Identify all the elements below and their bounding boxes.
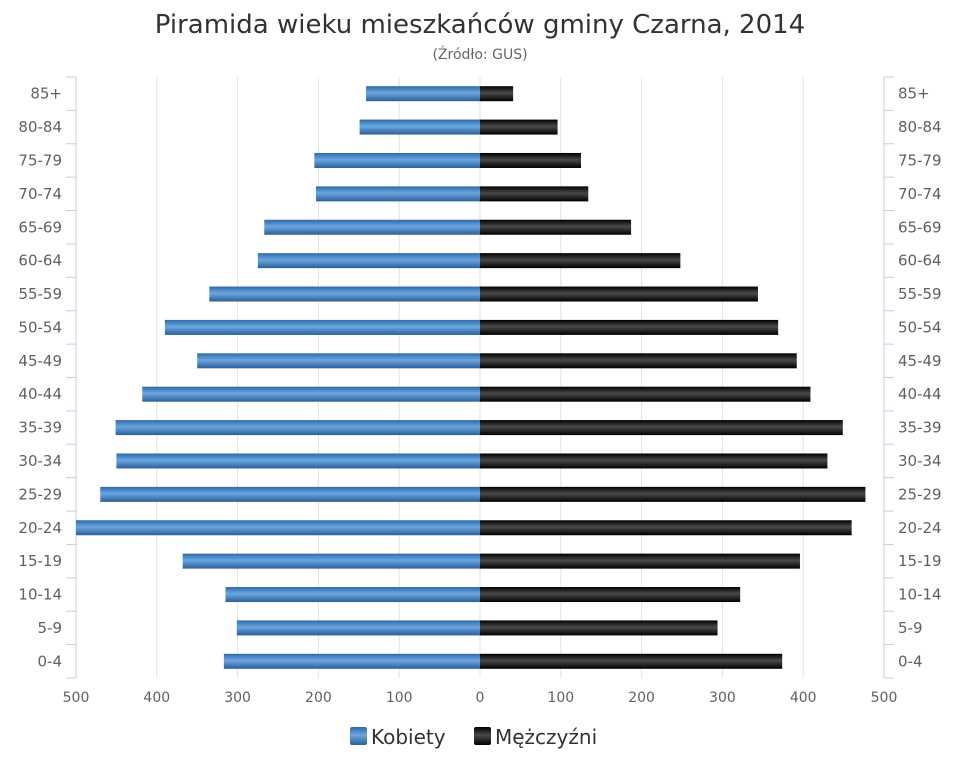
chart-subtitle: (Źródło: GUS): [432, 45, 527, 63]
category-label-right: 35-39: [898, 419, 942, 437]
category-label-left: 20-24: [18, 519, 62, 537]
bar-kobiety: [315, 186, 480, 202]
category-label-left: 5-9: [38, 619, 63, 637]
bar-kobiety: [100, 486, 481, 502]
x-tick-label: 200: [305, 690, 332, 706]
bar-kobiety: [264, 219, 480, 235]
x-tick-label: 400: [143, 690, 170, 706]
x-tick-label: 300: [224, 690, 251, 706]
legend-swatch-kobiety: [350, 727, 367, 745]
bar-mezczyzni: [480, 152, 581, 168]
bar-mezczyzni: [480, 119, 558, 135]
bar-mezczyzni: [480, 420, 843, 436]
category-label-right: 60-64: [898, 252, 942, 270]
category-label-right: 50-54: [898, 318, 942, 336]
x-tick-label: 0: [476, 690, 485, 706]
category-label-left: 35-39: [18, 419, 62, 437]
legend[interactable]: Kobiety Mężczyźni: [350, 725, 597, 749]
category-label-left: 55-59: [18, 285, 62, 303]
axes: [66, 76, 894, 679]
category-label-right: 10-14: [898, 586, 942, 604]
category-label-left: 85+: [30, 85, 62, 103]
category-label-right: 5-9: [898, 619, 923, 637]
bar-mezczyzni: [480, 253, 681, 269]
x-tick-label: 200: [628, 690, 655, 706]
category-label-left: 15-19: [18, 552, 62, 570]
category-label-left: 10-14: [18, 586, 62, 604]
x-tick-label: 100: [547, 690, 574, 706]
category-label-left: 25-29: [18, 485, 62, 503]
category-label-left: 30-34: [18, 452, 62, 470]
category-label-left: 50-54: [18, 318, 62, 336]
bar-mezczyzni: [480, 486, 866, 502]
bar-kobiety: [314, 152, 480, 168]
bar-kobiety: [225, 587, 480, 603]
category-label-right: 85+: [898, 85, 930, 103]
category-label-right: 55-59: [898, 285, 942, 303]
bar-mezczyzni: [480, 219, 632, 235]
category-labels: 85+ 85+ 80-84 80-84 75-79 75-79 70-74 70-74 65-6…: [18, 85, 941, 671]
x-tick-label: 400: [790, 690, 817, 706]
bar-mezczyzni: [480, 286, 758, 302]
bar-mezczyzni: [480, 186, 589, 202]
bar-kobiety: [209, 286, 480, 302]
bar-kobiety: [116, 453, 481, 469]
bar-mezczyzni: [480, 587, 741, 603]
category-label-left: 0-4: [38, 652, 63, 670]
bar-mezczyzni: [480, 386, 811, 402]
bar-mezczyzni: [480, 620, 718, 636]
chart-title: Piramida wieku mieszkańców gminy Czarna,…: [155, 10, 805, 40]
category-label-right: 20-24: [898, 519, 942, 537]
legend-item-mezczyzni[interactable]: Mężczyźni: [474, 725, 597, 749]
category-label-right: 15-19: [898, 552, 942, 570]
x-tick-label: 500: [63, 690, 90, 706]
bar-kobiety: [115, 420, 480, 436]
bar-mezczyzni: [480, 86, 514, 102]
category-label-right: 45-49: [898, 352, 942, 370]
category-label-left: 75-79: [18, 151, 62, 169]
x-tick-label: 100: [386, 690, 413, 706]
bar-kobiety: [236, 620, 480, 636]
bar-mezczyzni: [480, 453, 828, 469]
category-label-left: 45-49: [18, 352, 62, 370]
bar-mezczyzni: [480, 353, 797, 369]
bar-kobiety: [164, 319, 480, 335]
category-label-right: 30-34: [898, 452, 942, 470]
bar-kobiety: [257, 253, 480, 269]
bar-kobiety: [182, 553, 480, 569]
category-label-left: 65-69: [18, 218, 62, 236]
bar-kobiety: [366, 86, 480, 102]
category-label-left: 40-44: [18, 385, 62, 403]
legend-item-kobiety[interactable]: Kobiety: [350, 725, 446, 749]
bar-kobiety: [197, 353, 480, 369]
category-label-right: 75-79: [898, 151, 942, 169]
category-label-left: 80-84: [18, 118, 62, 136]
category-label-left: 70-74: [18, 185, 62, 203]
legend-label-kobiety: Kobiety: [371, 725, 446, 749]
bar-mezczyzni: [480, 553, 800, 569]
category-label-right: 40-44: [898, 385, 942, 403]
category-label-right: 0-4: [898, 652, 923, 670]
x-tick-label: 500: [871, 690, 898, 706]
bar-kobiety: [223, 653, 480, 669]
bar-mezczyzni: [480, 520, 852, 536]
bars: [76, 86, 866, 669]
bar-mezczyzni: [480, 319, 779, 335]
x-tick-label: 300: [709, 690, 736, 706]
bar-kobiety: [359, 119, 480, 135]
category-label-left: 60-64: [18, 252, 62, 270]
legend-swatch-mezczyzni: [474, 727, 491, 745]
bar-mezczyzni: [480, 653, 783, 669]
category-label-right: 65-69: [898, 218, 942, 236]
category-label-right: 70-74: [898, 185, 942, 203]
legend-label-mezczyzni: Mężczyźni: [495, 725, 597, 749]
bar-kobiety: [142, 386, 481, 402]
x-tick-labels: 500 400 300 200 100 0 100 200 300 400 500: [63, 690, 898, 706]
category-label-right: 80-84: [898, 118, 942, 136]
category-label-right: 25-29: [898, 485, 942, 503]
bar-kobiety: [76, 520, 480, 536]
